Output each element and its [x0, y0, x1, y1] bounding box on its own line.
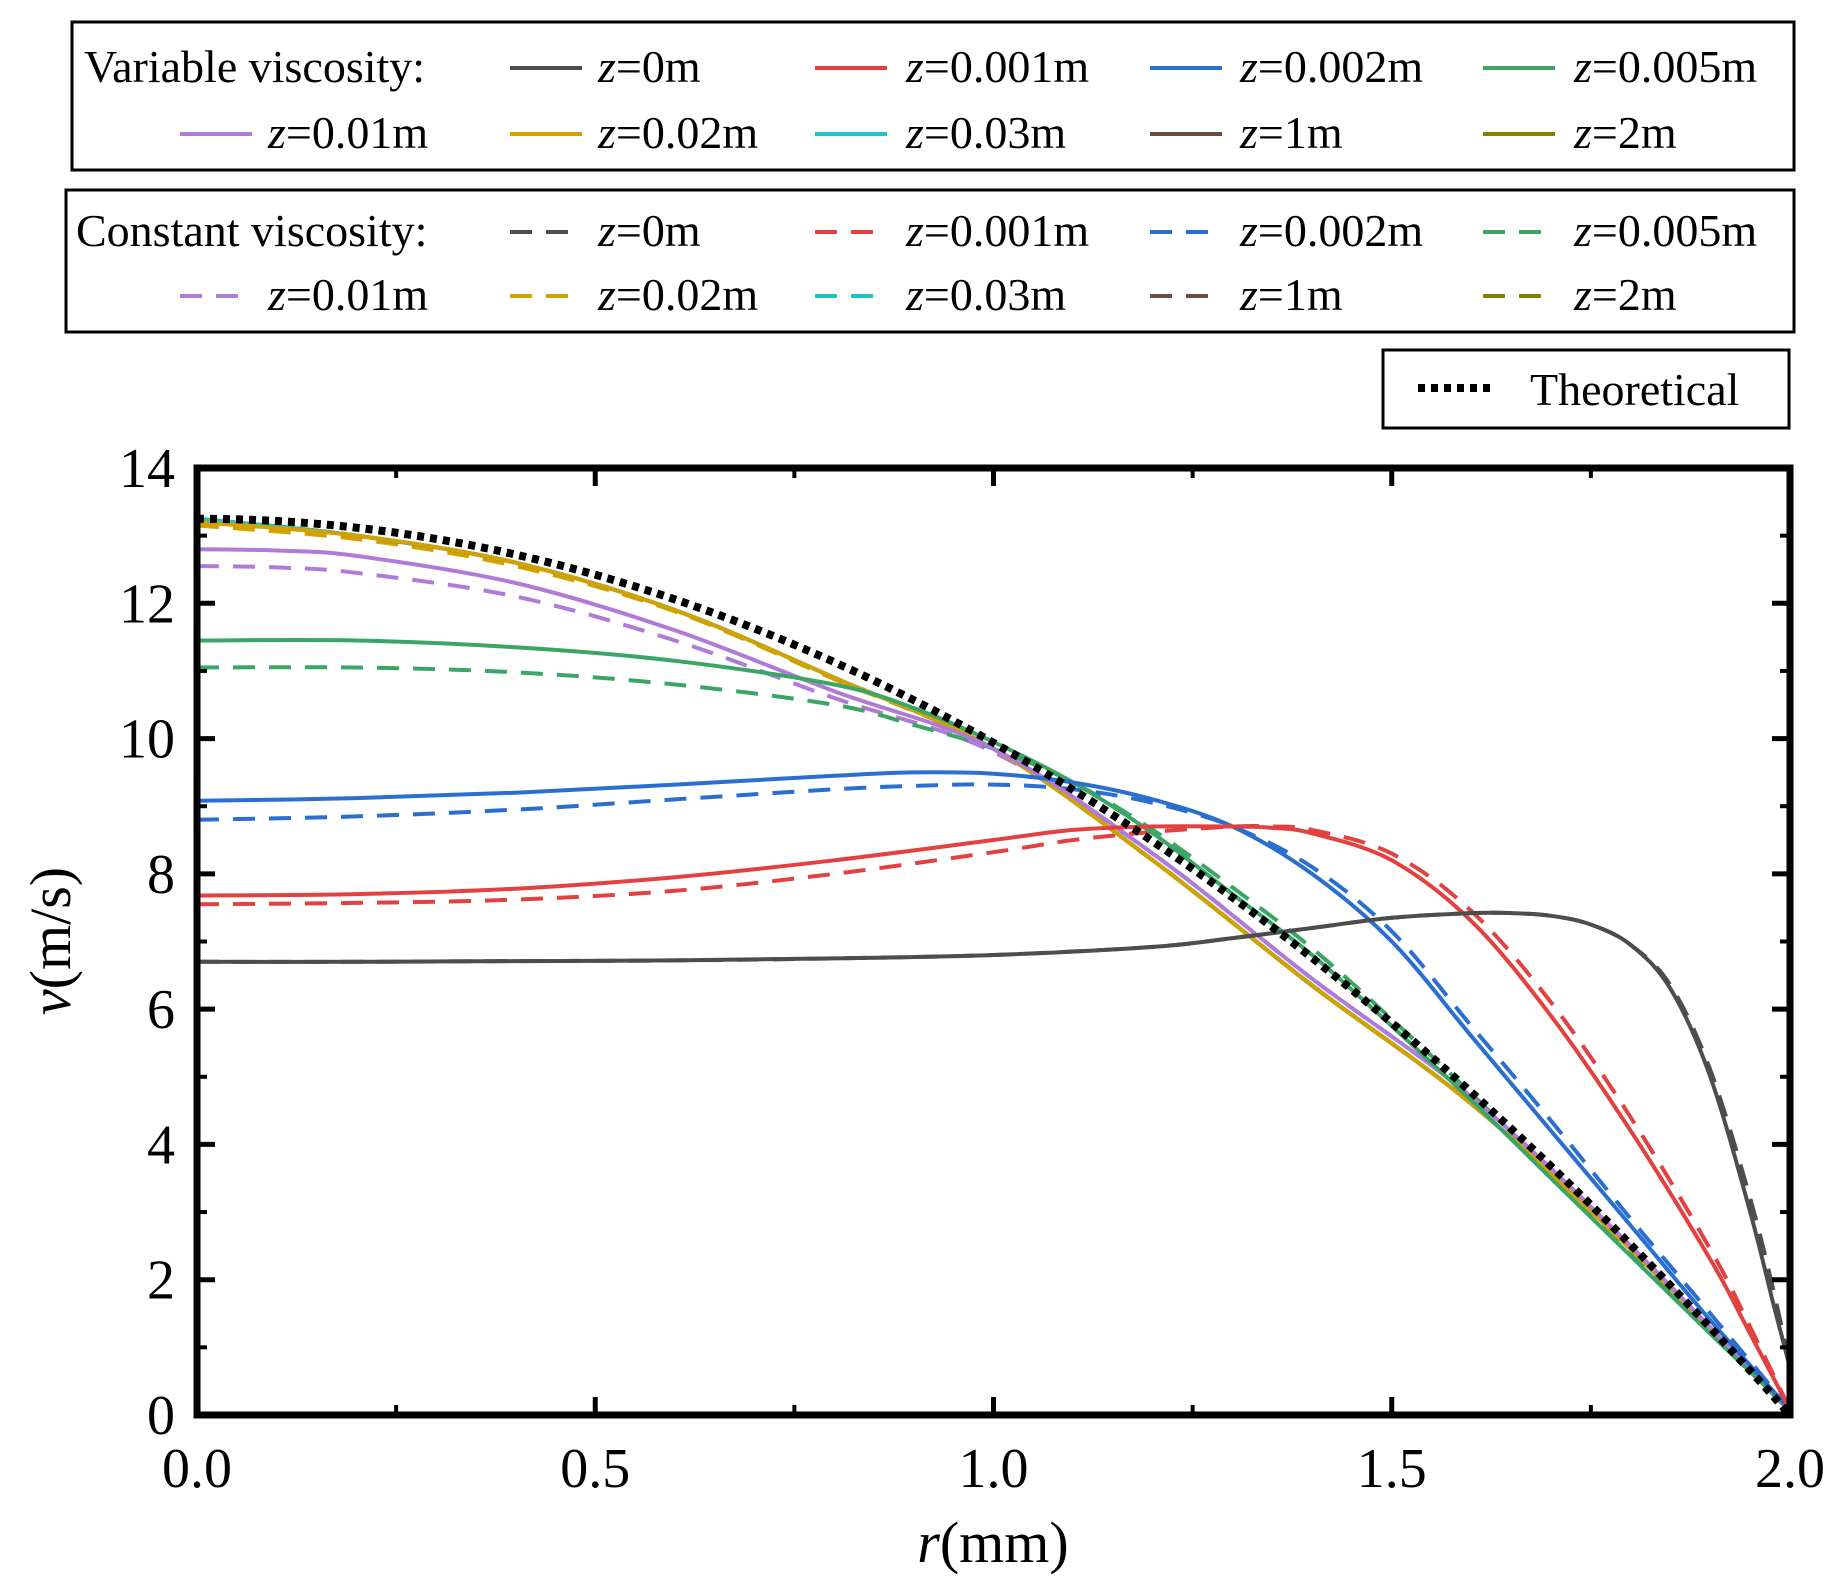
y-tick-label: 2 — [147, 1250, 175, 1312]
series-line-var-z0 — [196, 910, 1792, 1369]
legend-label-con-z001: z=0.01m — [267, 269, 428, 320]
x-tick-label: 1.5 — [1357, 1438, 1427, 1500]
series-line-var-z002 — [196, 520, 1792, 1414]
series-line-con-z0 — [196, 910, 1792, 1369]
series-line-con-z1 — [196, 516, 1792, 1414]
x-tick-label: 0.5 — [560, 1438, 630, 1500]
legend-constant-box — [64, 188, 1796, 334]
legend-label-con-z0001: z=0.001m — [905, 205, 1089, 256]
legend-label-con-z0: z=0m — [597, 205, 701, 256]
legend-variable-box — [70, 20, 1796, 172]
series-line-con-z001 — [196, 564, 1792, 1413]
series-line-var-z003 — [196, 516, 1792, 1414]
legend-label-con-z0005: z=0.005m — [1573, 205, 1757, 256]
legend-constant-items: z=0m z=0.001m z=0.002m z=0.005m z=0.01m z=0.0… — [180, 205, 1757, 320]
series-line-con-z2 — [196, 516, 1792, 1414]
legend-label-var-z1: z=1m — [1239, 107, 1343, 158]
series-line-var-z001 — [196, 547, 1792, 1413]
y-tick-label: 0 — [147, 1385, 175, 1447]
series-line-con-z002 — [196, 523, 1792, 1414]
legend-label-con-z0002: z=0.002m — [1239, 205, 1423, 256]
x-tick-label: 1.0 — [959, 1438, 1029, 1500]
legend-label-var-z003: z=0.03m — [905, 107, 1066, 158]
x-axis-label-unit: (mm) — [940, 1510, 1069, 1575]
legend-label-con-z2: z=2m — [1573, 269, 1677, 320]
y-axis-label: v(m/s) — [18, 867, 83, 1015]
y-tick-label: 14 — [119, 438, 175, 500]
series-line-var-z1 — [196, 516, 1792, 1414]
legend-label-var-z0: z=0m — [597, 41, 701, 92]
series-line-theoretical — [196, 514, 1793, 1418]
y-axis-label-unit: (m/s) — [18, 867, 83, 989]
y-tick-label: 4 — [147, 1114, 175, 1176]
legend-label-var-z001: z=0.01m — [267, 107, 428, 158]
plot-ticks: 0.0 0.5 1.0 1.5 2.0 0 2 4 6 8 10 12 14 — [119, 438, 1825, 1500]
legend-label-con-z1: z=1m — [1239, 269, 1343, 320]
x-tick-label: 0.0 — [162, 1438, 232, 1500]
y-tick-label: 12 — [119, 573, 175, 635]
plot-lines — [196, 514, 1793, 1418]
series-line-var-z0005 — [196, 638, 1792, 1412]
series-line-var-z0001 — [196, 824, 1792, 1411]
legend-label-var-z002: z=0.02m — [597, 107, 758, 158]
legend-constant-title: Constant viscosity: — [76, 205, 427, 256]
series-line-var-z0002 — [196, 770, 1792, 1411]
x-axis-label-var: r — [917, 1510, 940, 1575]
series-line-con-z003 — [196, 516, 1792, 1414]
legend-label-con-z002: z=0.02m — [597, 269, 758, 320]
legend-label-var-z0005: z=0.005m — [1573, 41, 1757, 92]
x-axis-label: r(mm) — [917, 1510, 1068, 1575]
svg-text:v(m/s): v(m/s) — [18, 867, 83, 1015]
series-line-con-z0002 — [196, 782, 1792, 1411]
legend-label-var-z2: z=2m — [1573, 107, 1677, 158]
legend-label-var-z0002: z=0.002m — [1239, 41, 1423, 92]
x-tick-label: 2.0 — [1755, 1438, 1825, 1500]
series-line-con-z0005 — [196, 665, 1792, 1412]
legend-variable-title: Variable viscosity: — [84, 41, 425, 92]
plot-frame — [193, 464, 1794, 1419]
y-tick-label: 6 — [147, 979, 175, 1041]
y-tick-label: 10 — [119, 709, 175, 771]
y-axis-label-var: v — [18, 989, 83, 1015]
svg-text:r(mm): r(mm) — [917, 1510, 1068, 1575]
legend-label-con-z003: z=0.03m — [905, 269, 1066, 320]
series-line-var-z2 — [196, 516, 1792, 1414]
y-tick-label: 8 — [147, 844, 175, 906]
legend-label-var-z0001: z=0.001m — [905, 41, 1089, 92]
legend-variable-items: z=0m z=0.001m z=0.002m z=0.005m z=0.01m z=0.0… — [180, 41, 1757, 158]
legend-theoretical-label: Theoretical — [1530, 364, 1739, 415]
